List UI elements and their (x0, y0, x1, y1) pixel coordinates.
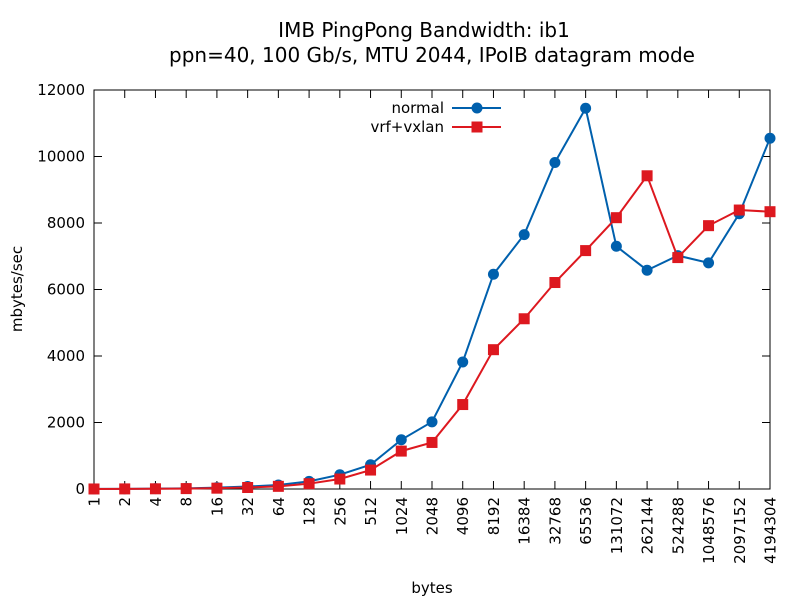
y-tick-label: 12000 (37, 81, 85, 99)
x-tick-label: 64 (270, 497, 288, 516)
x-tick-label: 128 (301, 497, 319, 526)
data-point (88, 483, 100, 495)
x-tick-label: 32768 (546, 497, 564, 545)
data-point (426, 436, 438, 448)
y-tick-label: 10000 (37, 148, 85, 166)
x-tick-label: 512 (362, 497, 380, 526)
x-tick-label: 131072 (608, 497, 626, 554)
data-point (703, 257, 715, 269)
y-tick-label: 0 (75, 480, 85, 498)
x-tick-label: 8 (178, 497, 196, 507)
x-tick-label: 2097152 (731, 497, 749, 564)
data-point (180, 483, 192, 495)
x-tick-label: 1 (86, 497, 104, 507)
x-tick-label: 4 (147, 497, 165, 507)
x-tick-label: 8192 (485, 497, 503, 535)
x-tick-label: 4096 (454, 497, 472, 535)
data-point (580, 245, 592, 257)
data-point (641, 264, 653, 276)
legend-marker (471, 121, 483, 133)
x-tick-label: 524288 (669, 497, 687, 554)
data-point (703, 220, 715, 232)
data-point (334, 473, 346, 485)
x-tick-label: 2 (116, 497, 134, 507)
data-point (764, 132, 776, 144)
data-point (303, 478, 315, 490)
data-point (580, 102, 592, 114)
x-tick-label: 256 (331, 497, 349, 526)
data-point (211, 482, 223, 494)
legend-label: vrf+vxlan (370, 118, 444, 136)
y-tick-label: 4000 (47, 347, 85, 365)
x-tick-label: 65536 (577, 497, 595, 545)
data-point (242, 482, 254, 494)
data-point (518, 229, 530, 241)
y-tick-label: 8000 (47, 214, 85, 232)
data-point (119, 483, 131, 495)
data-point (487, 344, 499, 356)
chart-subtitle: ppn=40, 100 Gb/s, MTU 2044, IPoIB datagr… (169, 43, 695, 67)
y-axis: 0 2000 4000 6000 8000 10000 12000 (37, 81, 770, 498)
data-point (764, 206, 776, 218)
data-point (672, 252, 684, 264)
legend-label: normal (391, 99, 444, 117)
x-axis: 1 2 4 8 16 32 64 128 256 512 1024 2048 4096 8192 16384… (86, 90, 780, 564)
data-point (395, 434, 407, 446)
x-tick-label: 16 (208, 497, 226, 516)
x-tick-label: 1024 (393, 497, 411, 535)
y-tick-label: 2000 (47, 414, 85, 432)
series-normal (88, 102, 776, 495)
x-tick-label: 32 (239, 497, 257, 516)
data-point (487, 268, 499, 280)
y-axis-label: mbytes/sec (8, 246, 26, 332)
data-point (518, 313, 530, 325)
data-point (549, 277, 561, 289)
data-point (457, 399, 469, 411)
data-point (610, 212, 622, 224)
data-point (549, 156, 561, 168)
data-point (395, 445, 407, 457)
legend-entry: normal (391, 99, 501, 117)
x-tick-label: 1048576 (700, 497, 718, 564)
data-point (641, 170, 653, 182)
data-point (610, 240, 622, 252)
x-tick-label: 4194304 (762, 497, 780, 564)
y-tick-label: 6000 (47, 281, 85, 299)
series-layer (88, 102, 776, 495)
x-axis-label: bytes (411, 579, 453, 597)
series-vrf+vxlan (88, 170, 776, 495)
x-tick-label: 262144 (639, 497, 657, 554)
x-tick-label: 16384 (516, 497, 534, 545)
data-point (149, 483, 161, 495)
data-point (457, 356, 469, 368)
legend-marker (471, 102, 483, 114)
data-point (426, 416, 438, 428)
chart-title: IMB PingPong Bandwidth: ib1 (278, 18, 570, 42)
data-point (365, 464, 377, 476)
data-point (272, 480, 284, 492)
legend-entry: vrf+vxlan (370, 118, 501, 136)
series-line (93, 105, 771, 490)
plot-frame (93, 89, 771, 490)
data-point (733, 204, 745, 216)
x-tick-label: 2048 (424, 497, 442, 535)
